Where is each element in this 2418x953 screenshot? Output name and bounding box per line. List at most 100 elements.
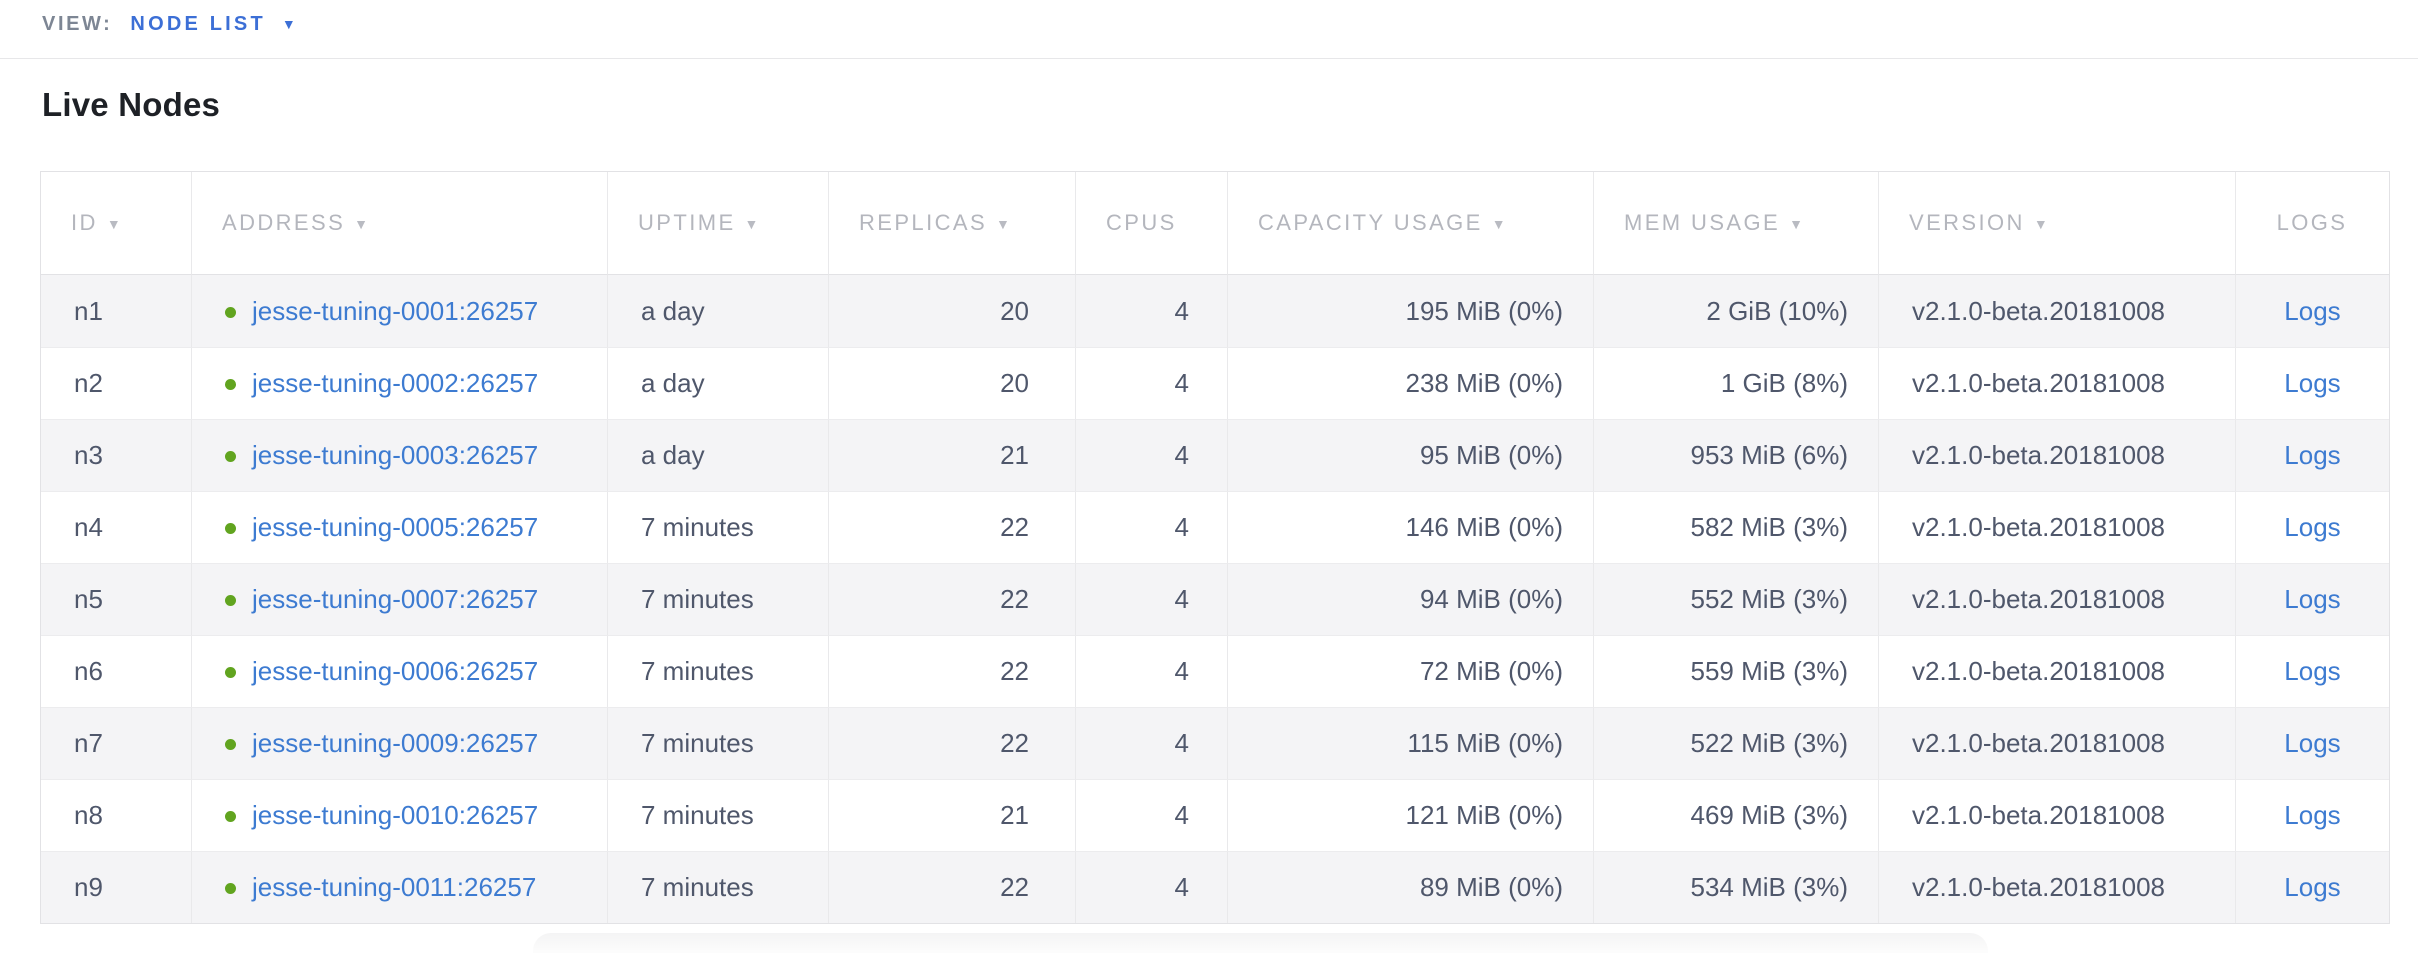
logs-link[interactable]: Logs	[2284, 295, 2341, 326]
logs-link[interactable]: Logs	[2284, 656, 2341, 686]
cell-replicas: 21	[828, 779, 1075, 851]
column-header-id[interactable]: ID ▼	[41, 172, 191, 275]
node-address-link[interactable]: jesse-tuning-0002:26257	[252, 368, 539, 398]
cell-cpus: 4	[1075, 563, 1227, 635]
cell-uptime: a day	[607, 275, 828, 347]
cell-address: jesse-tuning-0009:26257	[191, 707, 607, 779]
cell-mem: 582 MiB (3%)	[1593, 491, 1878, 563]
cell-mem: 534 MiB (3%)	[1593, 851, 1878, 923]
logs-link[interactable]: Logs	[2284, 368, 2341, 398]
node-row-n7: n7 jesse-tuning-0009:26257 7 minutes 22 4 115…	[41, 707, 2389, 779]
column-header-label: CAPACITY USAGE	[1258, 210, 1483, 235]
cell-version: v2.1.0-beta.20181008	[1878, 275, 2235, 347]
cell-mem: 469 MiB (3%)	[1593, 779, 1878, 851]
cell-uptime: 7 minutes	[607, 491, 828, 563]
cell-mem: 1 GiB (8%)	[1593, 347, 1878, 419]
caret-down-icon: ▼	[281, 16, 296, 32]
cell-replicas: 22	[828, 707, 1075, 779]
cell-mem: 522 MiB (3%)	[1593, 707, 1878, 779]
column-header-label: REPLICAS	[859, 210, 988, 235]
cell-logs: Logs	[2235, 779, 2389, 851]
column-header-label: ADDRESS	[222, 210, 346, 235]
logs-link[interactable]: Logs	[2284, 872, 2341, 902]
cell-version: v2.1.0-beta.20181008	[1878, 419, 2235, 491]
column-header-label: UPTIME	[638, 210, 736, 235]
cell-address: jesse-tuning-0011:26257	[191, 851, 607, 923]
node-row-n3: n3 jesse-tuning-0003:26257 a day 21 4 95 MiB …	[41, 419, 2389, 491]
cell-replicas: 22	[828, 563, 1075, 635]
cell-address: jesse-tuning-0005:26257	[191, 491, 607, 563]
view-selector-dropdown[interactable]: NODE LIST ▼	[130, 13, 295, 36]
cell-uptime: 7 minutes	[607, 563, 828, 635]
node-address-link[interactable]: jesse-tuning-0011:26257	[252, 872, 537, 902]
cell-capacity: 94 MiB (0%)	[1227, 563, 1593, 635]
cell-version: v2.1.0-beta.20181008	[1878, 563, 2235, 635]
cell-cpus: 4	[1075, 635, 1227, 707]
cell-id: n9	[41, 851, 191, 923]
logs-link[interactable]: Logs	[2284, 512, 2341, 542]
live-status-dot-icon	[225, 811, 236, 822]
sort-desc-arrow-icon: ▼	[2033, 216, 2051, 232]
table-header-row: ID ▼ ADDRESS ▼ UPTIME ▼ REPLICAS ▼ CPUS CAPACITY …	[41, 172, 2389, 275]
sort-desc-arrow-icon: ▼	[354, 216, 371, 232]
column-header-uptime[interactable]: UPTIME ▼	[607, 172, 828, 275]
table-body: n1 jesse-tuning-0001:26257 a day 20 4 195 MiB…	[41, 275, 2389, 923]
cell-cpus: 4	[1075, 491, 1227, 563]
sort-desc-arrow-icon: ▼	[996, 216, 1013, 232]
cell-id: n1	[74, 295, 103, 326]
column-header-label: LOGS	[2276, 210, 2348, 235]
cell-capacity: 95 MiB (0%)	[1227, 419, 1593, 491]
node-address-link[interactable]: jesse-tuning-0006:26257	[252, 656, 539, 686]
column-header-cpus: CPUS	[1075, 172, 1227, 275]
live-status-dot-icon	[225, 595, 236, 606]
node-address-link[interactable]: jesse-tuning-0003:26257	[252, 440, 539, 470]
cell-uptime: 7 minutes	[607, 779, 828, 851]
cell-uptime: 7 minutes	[607, 851, 828, 923]
cell-logs: Logs	[2235, 491, 2389, 563]
column-header-version[interactable]: VERSION ▼	[1878, 172, 2235, 275]
column-header-replicas[interactable]: REPLICAS ▼	[828, 172, 1075, 275]
cell-logs: Logs	[2235, 707, 2389, 779]
column-header-mem[interactable]: MEM USAGE ▼	[1593, 172, 1878, 275]
cell-replicas: 20	[828, 275, 1075, 347]
node-address-link[interactable]: jesse-tuning-0007:26257	[252, 584, 539, 614]
live-status-dot-icon	[225, 667, 236, 678]
live-status-dot-icon	[225, 379, 236, 390]
cell-version: v2.1.0-beta.20181008	[1878, 707, 2235, 779]
below-fold-panel-shadow	[533, 933, 1988, 953]
cell-version: v2.1.0-beta.20181008	[1878, 635, 2235, 707]
cell-mem: 953 MiB (6%)	[1593, 419, 1878, 491]
cell-cpus: 4	[1075, 707, 1227, 779]
cell-address: jesse-tuning-0006:26257	[191, 635, 607, 707]
live-nodes-table: ID ▼ ADDRESS ▼ UPTIME ▼ REPLICAS ▼ CPUS CAPACITY …	[40, 171, 2390, 924]
view-selector-value: NODE LIST	[130, 13, 266, 35]
cell-uptime: a day	[607, 419, 828, 491]
logs-link[interactable]: Logs	[2284, 800, 2341, 830]
sort-desc-arrow-icon: ▼	[744, 216, 761, 232]
column-header-address[interactable]: ADDRESS ▼	[191, 172, 607, 275]
cell-capacity: 72 MiB (0%)	[1227, 635, 1593, 707]
cell-id: n4	[41, 491, 191, 563]
logs-link[interactable]: Logs	[2284, 440, 2341, 470]
cell-id: n7	[41, 707, 191, 779]
cell-capacity: 121 MiB (0%)	[1227, 779, 1593, 851]
node-address-link[interactable]: jesse-tuning-0009:26257	[252, 728, 539, 758]
column-header-label: MEM USAGE	[1624, 210, 1781, 235]
node-row-n5: n5 jesse-tuning-0007:26257 7 minutes 22 4 94 …	[41, 563, 2389, 635]
column-header-label: ID	[71, 210, 98, 235]
cell-address: jesse-tuning-0007:26257	[191, 563, 607, 635]
column-header-capacity[interactable]: CAPACITY USAGE ▼	[1227, 172, 1593, 275]
column-header-label: VERSION	[1909, 210, 2025, 235]
cell-logs: Logs	[2235, 563, 2389, 635]
cell-version: v2.1.0-beta.20181008	[1878, 491, 2235, 563]
node-address-link[interactable]: jesse-tuning-0001:26257	[252, 295, 539, 326]
logs-link[interactable]: Logs	[2284, 728, 2341, 758]
cell-capacity: 89 MiB (0%)	[1227, 851, 1593, 923]
node-address-link[interactable]: jesse-tuning-0010:26257	[252, 800, 539, 830]
node-row-n6: n6 jesse-tuning-0006:26257 7 minutes 22 4 72 …	[41, 635, 2389, 707]
logs-link[interactable]: Logs	[2284, 584, 2341, 614]
cell-address: jesse-tuning-0002:26257	[191, 347, 607, 419]
node-row-n2: n2 jesse-tuning-0002:26257 a day 20 4 238 MiB…	[41, 347, 2389, 419]
view-bar: VIEW: NODE LIST ▼	[0, 0, 2418, 59]
node-address-link[interactable]: jesse-tuning-0005:26257	[252, 512, 539, 542]
